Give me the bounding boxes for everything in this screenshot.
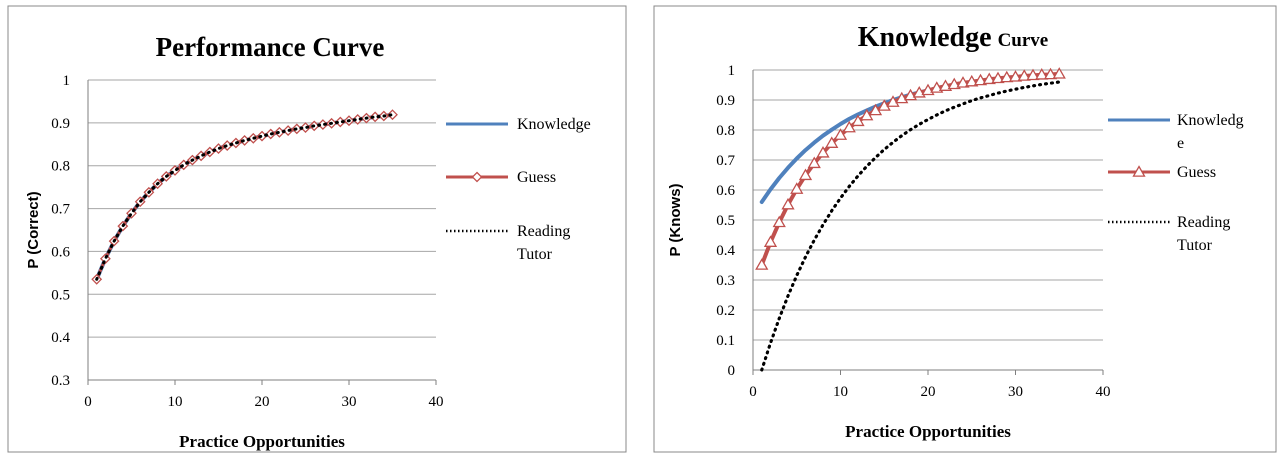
y-tick-label: 0.8: [51, 159, 70, 175]
performance-curve-svg: 0.30.40.50.60.70.80.910 10 20 30 40Performan…: [7, 5, 627, 453]
chart-title-main: Knowledge: [858, 22, 992, 53]
x-tick-label: 30: [342, 394, 357, 410]
x-tick-label: 0: [749, 384, 757, 400]
y-tick-label: 0.9: [716, 93, 735, 109]
y-tick-label: 0.7: [51, 202, 70, 218]
x-tick-label: 10: [833, 384, 848, 400]
performance-curve-chart: 0.3 0.4 0.5 0.6 0.7 0.8 0.9 1 0 10 20 30 40 Performan…: [0, 0, 628, 454]
guess-triangle-marker: [973, 73, 988, 86]
legend-label: Knowledge: [517, 116, 591, 133]
knowledge-curve-svg: 00.10.20.30.40.50.60.70.80.910 10 20 30 40Kn…: [653, 5, 1277, 453]
guess-triangle-marker: [807, 156, 821, 169]
chart-title: Performance Curve: [156, 32, 385, 62]
y-tick-label: 0.4: [716, 243, 735, 259]
guess-triangle-marker: [886, 95, 900, 107]
y-tick-label: 1: [728, 63, 736, 79]
guess-triangle-marker: [1043, 67, 1058, 80]
guess-triangle-marker: [938, 79, 953, 91]
guess-triangle-marker: [982, 72, 996, 85]
chart-title: Knowledge Curve: [858, 22, 1048, 53]
y-tick-label: 0.6: [51, 244, 70, 260]
chart-title-suffix: Curve: [998, 30, 1049, 51]
y-tick-label: 0: [728, 363, 736, 379]
knowledge-curve-chart: 0 0.1 0.2 0.3 0.4 0.5 0.6 0.7 0.8 0.9 1 0 10 20 30 40 Kn…: [652, 0, 1278, 454]
legend-label-line2: e: [1177, 135, 1184, 152]
guess-triangle-marker: [1035, 67, 1049, 80]
guess-triangle-marker: [842, 120, 856, 133]
y-tick-label: 0.8: [716, 123, 735, 139]
guess-triangle-marker: [1017, 69, 1031, 81]
guess-triangle-marker: [825, 136, 839, 148]
x-axis-label: Practice Opportunities: [845, 422, 1011, 441]
y-tick-label: 0.3: [51, 373, 70, 389]
x-tick-label: 40: [1096, 384, 1111, 400]
guess-triangle-marker: [833, 128, 848, 140]
guess-triangle-marker: [1000, 70, 1014, 83]
y-tick-label: 1: [63, 73, 71, 89]
guess-triangle-marker: [965, 74, 979, 87]
y-axis-label: P (Knows): [667, 183, 684, 256]
guess-triangle-marker: [1026, 68, 1040, 81]
legend-label: Knowledg: [1177, 112, 1244, 129]
legend-label: Reading: [517, 223, 570, 240]
guess-triangle-marker: [991, 71, 1005, 84]
y-tick-label: 0.6: [716, 183, 735, 199]
y-tick-label: 0.2: [716, 303, 735, 319]
x-tick-label: 10: [168, 394, 183, 410]
guess-triangle-marker: [755, 258, 769, 270]
guess-triangle-marker: [956, 76, 970, 88]
y-tick-label: 0.1: [716, 333, 735, 349]
guess-triangle-marker: [1008, 70, 1023, 82]
guess-diamond-marker: [387, 109, 398, 121]
guess-triangle-marker: [763, 235, 778, 247]
y-tick-label: 0.5: [51, 287, 70, 303]
x-tick-label: 30: [1008, 384, 1023, 400]
guess-triangle-marker: [930, 81, 944, 93]
series-line-reading-tutor-overlay: [760, 80, 1061, 372]
legend-diamond-marker: [471, 171, 483, 183]
guess-triangle-marker: [1052, 67, 1066, 79]
x-tick-label: 20: [255, 394, 270, 410]
guess-triangle-marker: [877, 99, 891, 111]
legend-label-line2: Tutor: [517, 246, 553, 263]
chart-title-main: Performance Curve: [156, 32, 385, 62]
y-axis-label: P (Correct): [25, 191, 42, 268]
legend-label: Guess: [517, 169, 556, 186]
y-tick-label: 0.7: [716, 153, 735, 169]
guess-triangle-marker: [947, 77, 961, 90]
legend-label: Reading: [1177, 214, 1230, 231]
x-tick-label: 40: [429, 394, 444, 410]
legend-label-line2: Tutor: [1177, 237, 1213, 254]
guess-triangle-marker: [816, 145, 830, 158]
x-axis-label: Practice Opportunities: [179, 432, 345, 451]
y-tick-label: 0.4: [51, 330, 70, 346]
legend-triangle-marker: [1132, 165, 1146, 177]
guess-triangle-marker: [781, 197, 795, 210]
guess-triangle-marker: [772, 215, 786, 228]
legend-label: Guess: [1177, 164, 1216, 181]
guess-triangle-marker: [851, 114, 865, 127]
series-line-reading-tutor-overlay: [95, 113, 394, 281]
y-tick-label: 0.9: [51, 116, 70, 132]
y-tick-label: 0.5: [716, 213, 735, 229]
guess-triangle-marker: [790, 182, 804, 194]
y-tick-label: 0.3: [716, 273, 735, 289]
x-tick-label: 20: [921, 384, 936, 400]
x-tick-label: 0: [84, 394, 92, 410]
guess-triangle-marker: [798, 168, 813, 181]
